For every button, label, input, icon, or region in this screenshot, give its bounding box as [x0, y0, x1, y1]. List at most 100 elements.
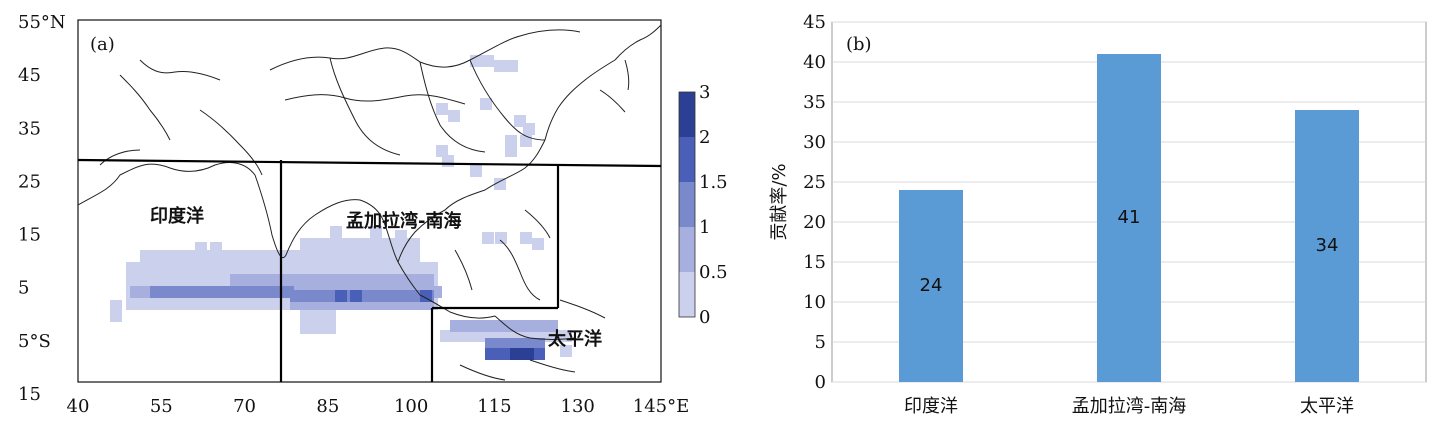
heatmap-cells [110, 55, 572, 360]
y-tick-label: 20 [803, 212, 826, 233]
heatmap-cell [362, 274, 374, 286]
heatmap-cell [186, 262, 198, 274]
heatmap-cell [402, 262, 414, 274]
heatmap-cell [486, 320, 498, 332]
y-tick-label: 0 [815, 372, 826, 393]
heatmap-cell [494, 60, 506, 72]
map-frame [77, 19, 662, 383]
colorbar-tick-label: 2 [699, 127, 710, 148]
heatmap-cell [138, 262, 150, 274]
heatmap-cell [260, 250, 272, 262]
colorbar-tick-label: 1 [699, 217, 710, 238]
colorbar-segment [679, 137, 695, 182]
heatmap-cell [198, 286, 210, 298]
bar-value-label: 24 [920, 275, 943, 296]
heatmap-cell [270, 286, 282, 298]
heatmap-cell [520, 135, 532, 147]
colorbar-tick-label: 0 [699, 307, 710, 328]
lon-tick-label: 145°E [633, 396, 690, 417]
heatmap-cell [494, 178, 506, 190]
heatmap-cell [414, 262, 426, 274]
y-tick-label: 45 [803, 12, 826, 33]
heatmap-cell [497, 338, 509, 350]
heatmap-cell [198, 262, 210, 274]
heatmap-cell [338, 274, 350, 286]
heatmap-cell [230, 274, 242, 286]
latitude-tick-labels: 55°N 45 35 25 15 5 5°S 15 [18, 12, 66, 405]
heatmap-cell [510, 320, 522, 332]
bar-value-label: 41 [1118, 207, 1141, 228]
heatmap-cell [282, 262, 294, 274]
map-panel-label: (a) [90, 34, 115, 55]
heatmap-cell [546, 320, 558, 332]
region-boundaries [77, 158, 662, 382]
heatmap-cell [485, 338, 497, 350]
heatmap-cell [234, 286, 246, 298]
colorbar-tick-label: 3 [699, 82, 710, 103]
heatmap-cell [300, 250, 312, 262]
heatmap-cell [560, 345, 572, 357]
heatmap-cell [246, 262, 258, 274]
heatmap-cell [246, 286, 258, 298]
category-label: 印度洋 [904, 396, 958, 417]
heatmap-cell [372, 238, 384, 250]
heatmap-cell [522, 320, 534, 332]
heatmap-cell [336, 238, 348, 250]
heatmap-cell [470, 165, 482, 177]
y-tick-label: 25 [803, 172, 826, 193]
y-tick-label: 10 [803, 292, 826, 313]
heatmap-cell [174, 274, 186, 286]
heatmap-cell [186, 274, 198, 286]
lon-tick-label: 85 [316, 396, 339, 417]
y-tick-label: 30 [803, 132, 826, 153]
heatmap-cell [312, 238, 324, 250]
heatmap-cell [426, 262, 438, 274]
lon-tick-label: 115 [477, 396, 511, 417]
lon-tick-label: 40 [67, 396, 90, 417]
heatmap-cell [533, 338, 545, 350]
y-tick-label: 15 [803, 252, 826, 273]
heatmap-cell [398, 290, 410, 302]
heatmap-cell [521, 338, 533, 350]
heatmap-cell [485, 348, 497, 360]
heatmap-cell [152, 250, 164, 262]
heatmap-cell [408, 238, 420, 250]
heatmap-cell [384, 250, 396, 262]
heatmap-cell [138, 298, 150, 310]
heatmap-cell [474, 320, 486, 332]
heatmap-cell [360, 238, 372, 250]
heatmap-cell [448, 110, 460, 122]
heatmap-cell [162, 298, 174, 310]
heatmap-cell [350, 290, 362, 302]
heatmap-cell [523, 123, 535, 135]
heatmap-cell [324, 238, 336, 250]
region-label-pacific: 太平洋 [548, 328, 602, 350]
heatmap-cell [236, 250, 248, 262]
y-axis-label: 贡献率/% [769, 163, 790, 240]
heatmap-cell [210, 262, 222, 274]
bar [899, 190, 963, 382]
heatmap-cell [130, 286, 142, 298]
heatmap-cell [210, 242, 222, 254]
heatmap-cell [366, 262, 378, 274]
heatmap-cell [420, 290, 432, 302]
heatmap-cell [450, 320, 462, 332]
category-label: 孟加拉湾-南海 [1072, 396, 1187, 417]
heatmap-cell [386, 274, 398, 286]
heatmap-cell [509, 338, 521, 350]
heatmap-cell [464, 330, 476, 342]
heatmap-cell [336, 250, 348, 262]
category-labels: 印度洋 孟加拉湾-南海 太平洋 [904, 396, 1354, 417]
heatmap-cell [360, 250, 372, 262]
colorbar: 3 2 1.5 1 0.5 0 [678, 82, 728, 328]
heatmap-cell [395, 230, 407, 242]
heatmap-cell [150, 286, 162, 298]
heatmap-cell [505, 135, 517, 147]
heatmap-cell [150, 262, 162, 274]
heatmap-cell [495, 232, 507, 244]
heatmap-cell [258, 298, 270, 310]
heatmap-cell [324, 250, 336, 262]
heatmap-cell [436, 103, 448, 115]
